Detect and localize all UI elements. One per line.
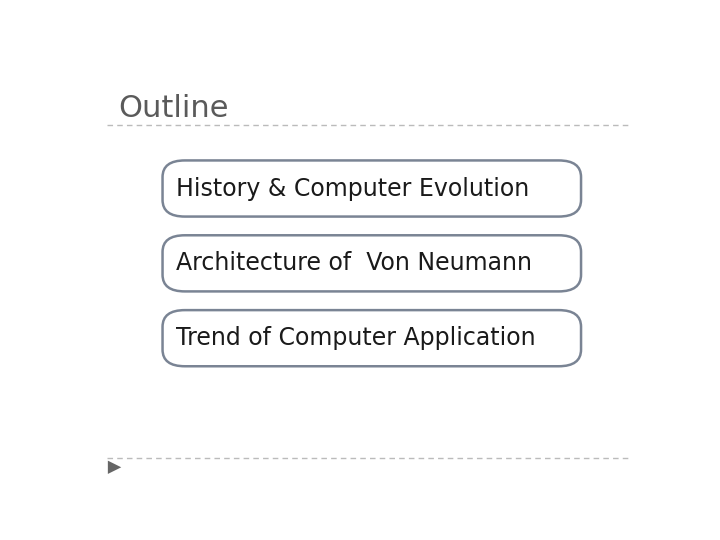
Text: History & Computer Evolution: History & Computer Evolution — [176, 177, 530, 200]
Text: Architecture of  Von Neumann: Architecture of Von Neumann — [176, 251, 533, 275]
Polygon shape — [108, 461, 121, 474]
FancyBboxPatch shape — [163, 235, 581, 292]
Text: Trend of Computer Application: Trend of Computer Application — [176, 326, 536, 350]
Text: Outline: Outline — [118, 94, 228, 123]
FancyBboxPatch shape — [163, 160, 581, 217]
FancyBboxPatch shape — [163, 310, 581, 366]
